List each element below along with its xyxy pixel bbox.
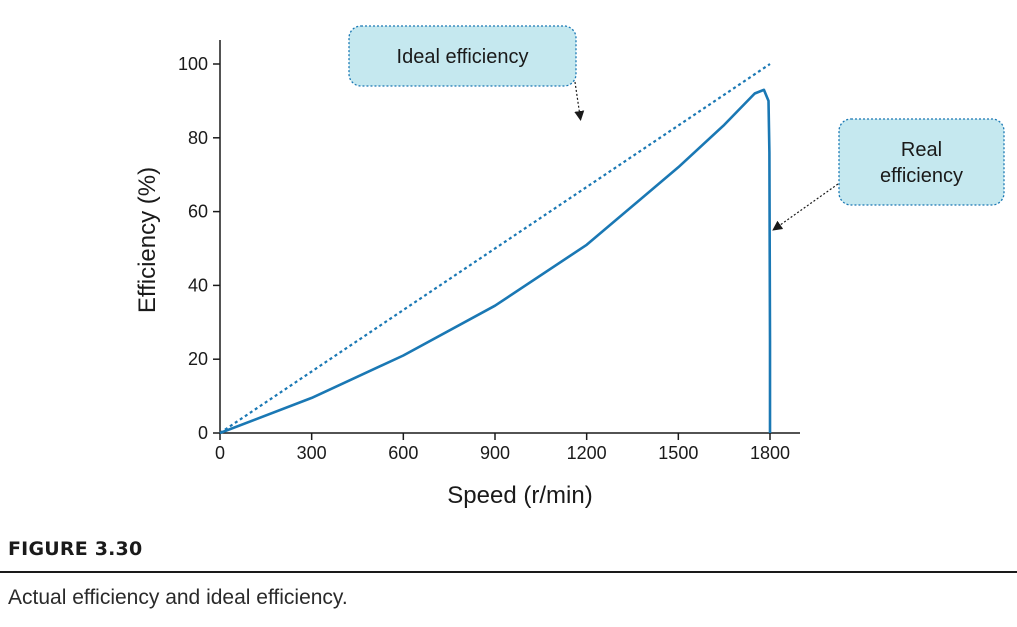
x-ticks: 0 300 600 900 1200 1500 1800	[215, 433, 790, 463]
series-group	[219, 63, 772, 435]
y-tick-label: 20	[188, 349, 208, 369]
callout-text: efficiency	[880, 165, 963, 187]
callout-arrow	[772, 183, 839, 231]
x-tick-label: 300	[297, 443, 327, 463]
callout-real: Real efficiency	[772, 118, 1005, 231]
x-axis-title: Speed (r/min)	[447, 482, 592, 509]
x-tick-label: 600	[388, 443, 418, 463]
figure-label: FIGURE 3.30	[8, 538, 143, 560]
callouts: Ideal efficiency Real efficiency	[348, 25, 1005, 231]
callout-ideal: Ideal efficiency	[348, 25, 585, 122]
callout-arrow	[574, 81, 585, 122]
y-tick-label: 100	[178, 54, 208, 74]
x-tick-label: 0	[215, 443, 225, 463]
figure-caption: Actual efficiency and ideal efficiency.	[8, 586, 348, 609]
y-tick-label: 0	[198, 423, 208, 443]
real-efficiency-line	[219, 88, 772, 435]
callout-box	[838, 118, 1005, 206]
x-tick-label: 1800	[750, 443, 790, 463]
figure-divider	[0, 571, 1017, 573]
callout-text: Ideal efficiency	[397, 46, 529, 68]
efficiency-chart: 0 300 600 900 1200 1500 1800 0 20 40 60 80 100 Idea…	[134, 25, 1005, 509]
ideal-efficiency-line	[219, 63, 771, 434]
y-axis-title: Efficiency (%)	[134, 167, 161, 313]
x-tick-label: 1500	[658, 443, 698, 463]
axes	[219, 40, 800, 434]
x-tick-label: 900	[480, 443, 510, 463]
callout-box	[348, 25, 577, 87]
y-tick-label: 40	[188, 275, 208, 295]
y-ticks: 0 20 40 60 80 100	[178, 54, 220, 443]
y-tick-label: 80	[188, 128, 208, 148]
callout-text: Real	[901, 139, 942, 161]
x-tick-label: 1200	[567, 443, 607, 463]
y-tick-label: 60	[188, 202, 208, 222]
